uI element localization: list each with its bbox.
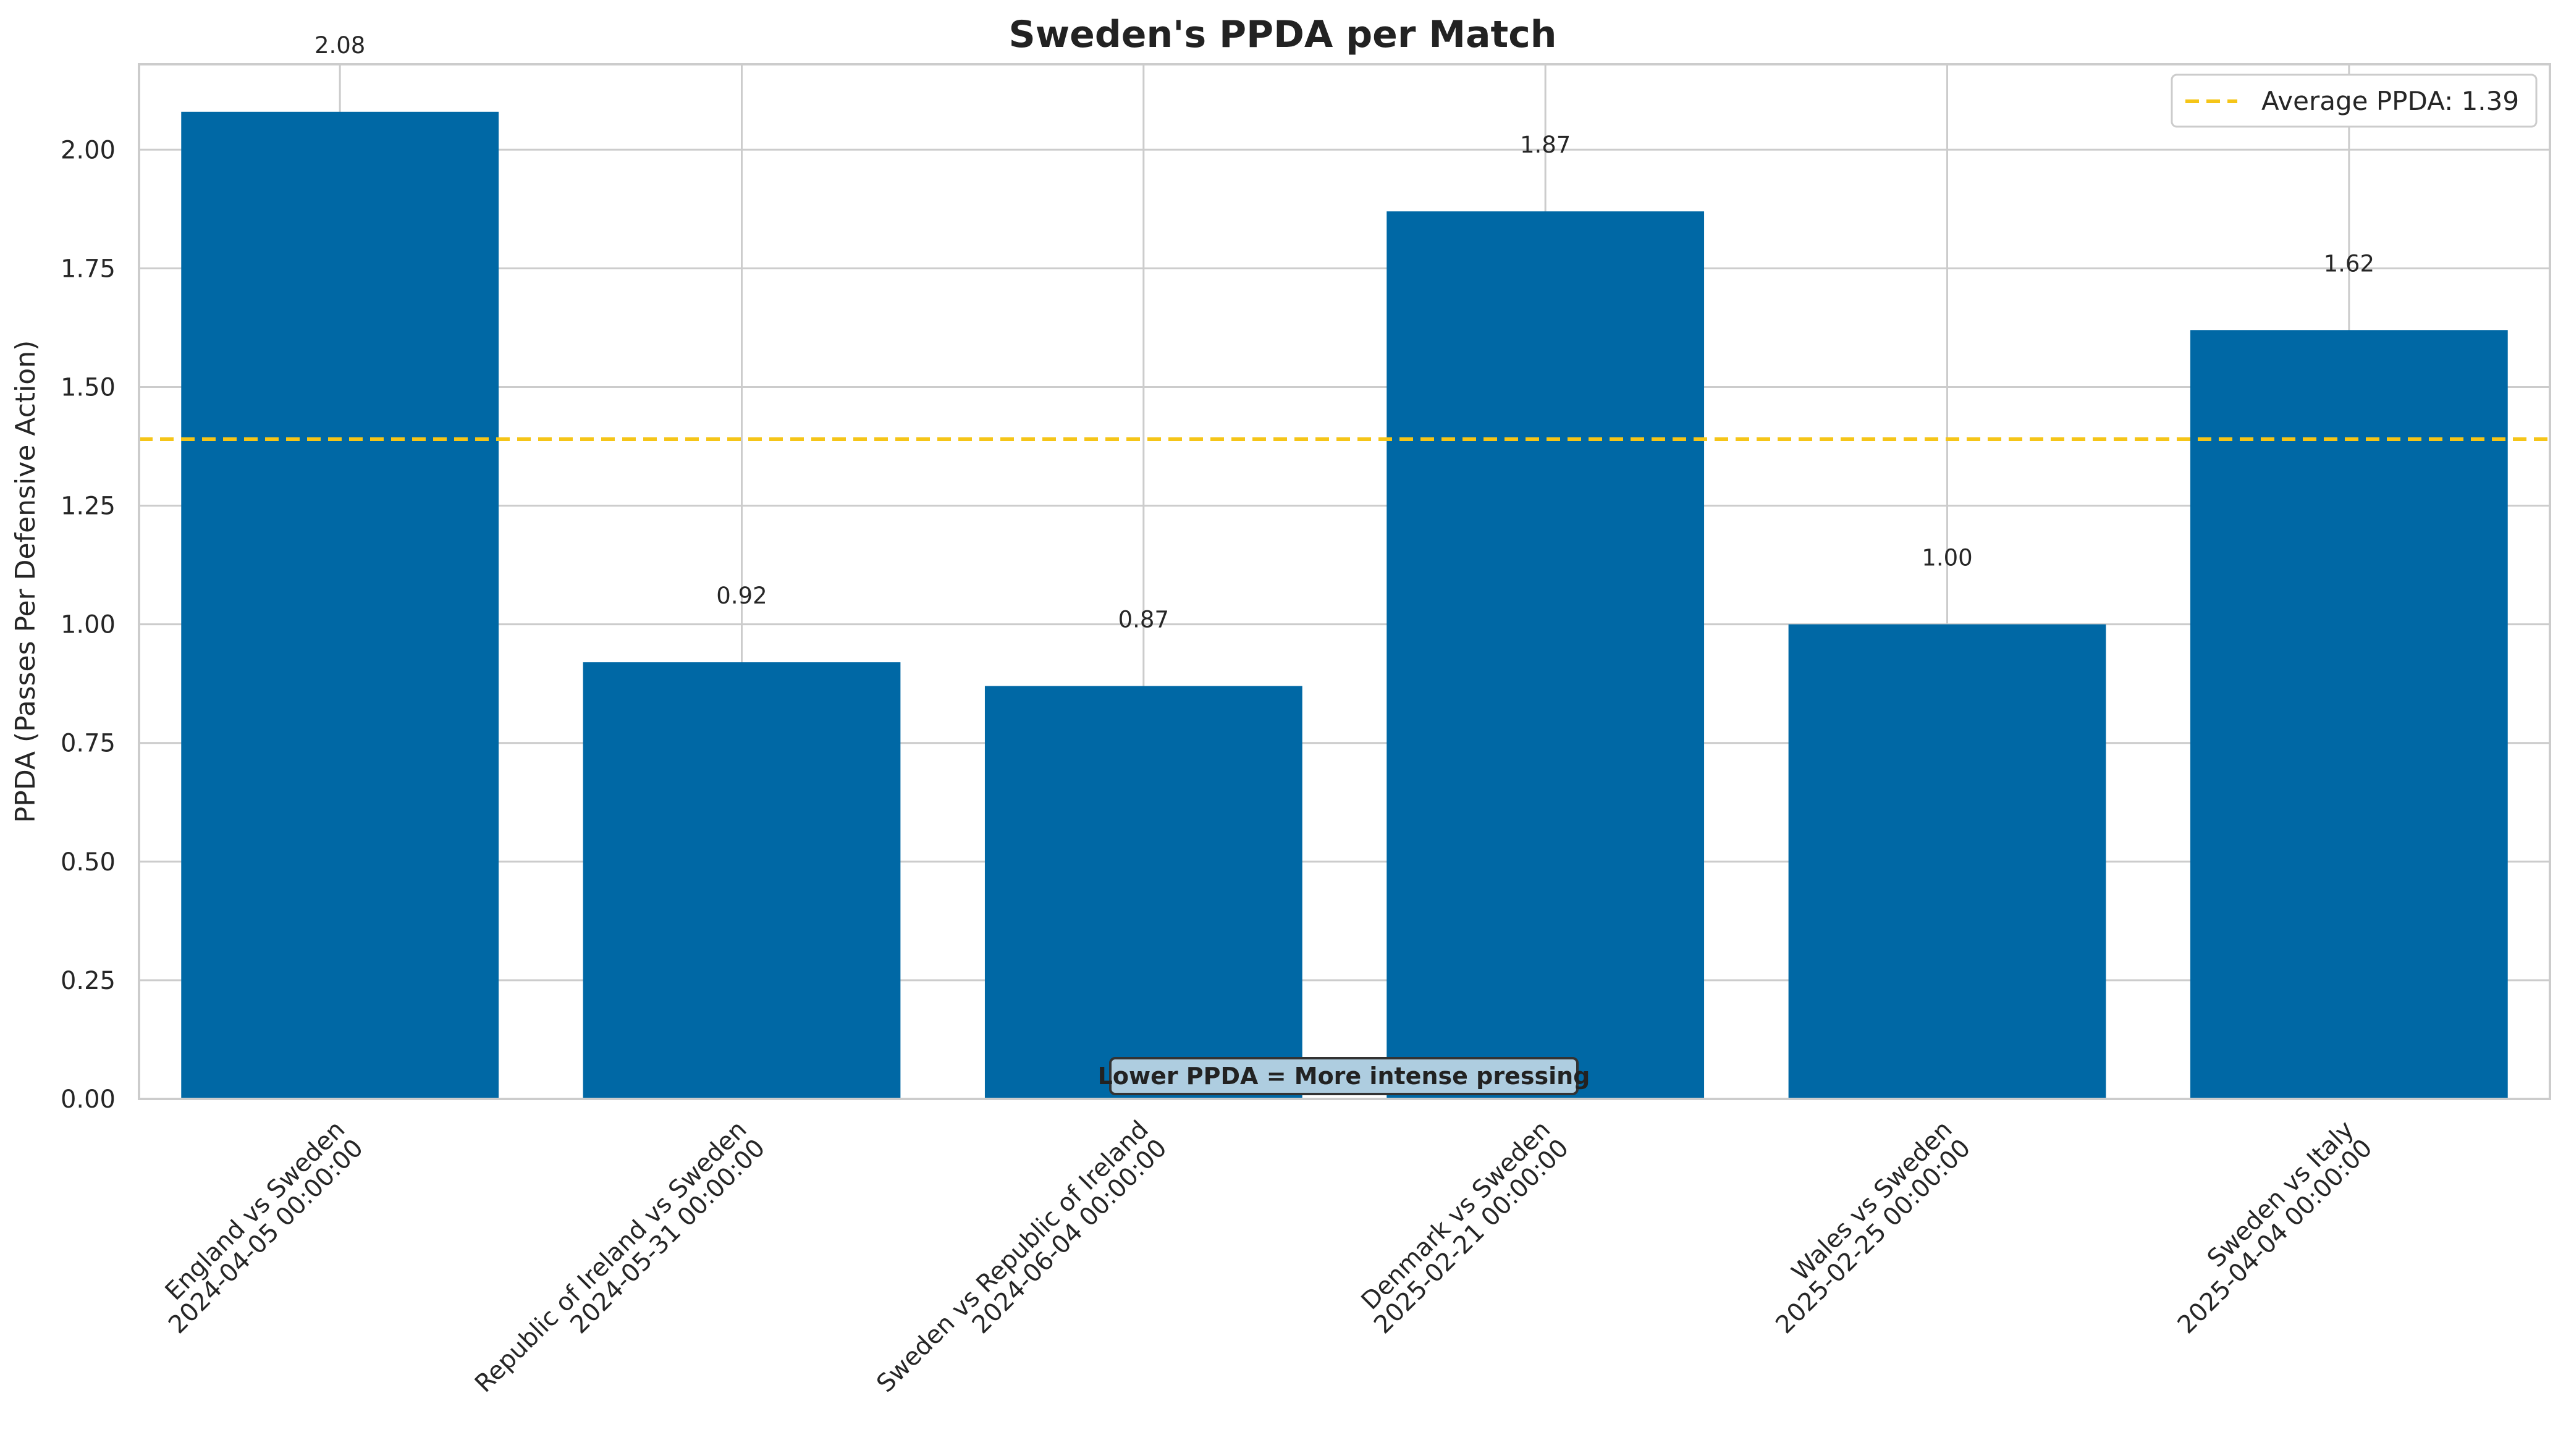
bar xyxy=(1386,211,1705,1099)
x-tick-label-line: Denmark vs Sweden xyxy=(1356,1116,1556,1316)
y-tick-label: 1.00 xyxy=(61,611,116,639)
x-tick-label: Denmark vs Sweden2025-02-21 00:00:00 xyxy=(1350,1116,1574,1340)
legend-box xyxy=(2171,74,2538,128)
y-tick-label: 2.00 xyxy=(61,136,116,164)
y-tick-label: 1.75 xyxy=(61,255,116,283)
data-label: 0.87 xyxy=(1118,607,1169,633)
y-tick-label: 0.75 xyxy=(61,730,116,758)
bar xyxy=(583,662,901,1099)
bar xyxy=(2190,330,2508,1100)
x-tick-label: Republic of Ireland vs Sweden2024-05-31 … xyxy=(470,1116,770,1416)
data-label: 2.08 xyxy=(314,32,365,59)
y-tick-label: 1.50 xyxy=(61,373,116,402)
pressing-annotation: Lower PPDA = More intense pressing xyxy=(1098,1057,1590,1095)
data-labels: 2.08 0.92 0.87 1.87 1.00 1.62 xyxy=(314,32,2374,633)
data-label: 1.62 xyxy=(2324,250,2374,277)
legend-label-average: Average PPDA: 1.39 xyxy=(2261,86,2519,116)
legend: Average PPDA: 1.39 xyxy=(2171,74,2538,128)
x-tick-label-line: 2025-02-21 00:00:00 xyxy=(1369,1134,1574,1339)
x-tick-label-line: 2025-02-25 00:00:00 xyxy=(1770,1134,1976,1339)
bar xyxy=(181,111,499,1100)
y-tick-label: 0.50 xyxy=(61,848,116,877)
x-tick-label-line: Wales vs Sweden xyxy=(1786,1116,1957,1287)
y-tick-label: 0.00 xyxy=(61,1085,116,1114)
plot-frame xyxy=(138,63,2551,1100)
y-axis-label: PPDA (Passes Per Defensive Action) xyxy=(10,340,41,823)
data-label: 1.87 xyxy=(1520,132,1571,158)
x-tick-label-line: 2025-04-04 00:00:00 xyxy=(2172,1134,2378,1339)
y-tick-label: 1.25 xyxy=(61,492,116,521)
x-tick-label: Sweden vs Republic of Ireland2024-06-04 … xyxy=(871,1116,1172,1416)
y-tick-label: 0.25 xyxy=(61,967,116,995)
bar xyxy=(1788,624,2106,1099)
x-tick-label: Sweden vs Italy2025-04-04 00:00:00 xyxy=(2154,1116,2378,1340)
x-tick-label-line: 2024-06-04 00:00:00 xyxy=(967,1134,1173,1339)
x-tick-label-line: Republic of Ireland vs Sweden xyxy=(470,1116,753,1399)
x-tick-label: Wales vs Sweden2025-02-25 00:00:00 xyxy=(1752,1116,1977,1340)
x-tick-label-line: 2024-05-31 00:00:00 xyxy=(565,1134,770,1339)
y-axis-ticks: 0.00 0.25 0.50 0.75 1.00 1.25 1.50 1.75 2.00 xyxy=(61,136,116,1114)
x-tick-label-line: England vs Sweden xyxy=(160,1116,351,1307)
x-axis-ticks: England vs Sweden2024-04-05 00:00:00 Repu… xyxy=(145,1116,2378,1416)
x-tick-label: England vs Sweden2024-04-05 00:00:00 xyxy=(145,1116,369,1340)
bar xyxy=(984,686,1302,1099)
data-label: 1.00 xyxy=(1922,545,1972,571)
annotation-text: Lower PPDA = More intense pressing xyxy=(1098,1063,1590,1090)
annotation-box xyxy=(1109,1057,1579,1095)
x-tick-label-line: Sweden vs Republic of Ireland xyxy=(871,1116,1154,1399)
grid xyxy=(139,64,2550,1100)
x-tick-label-line: 2024-04-05 00:00:00 xyxy=(163,1134,369,1339)
bars xyxy=(181,111,2508,1100)
chart-title: Sweden's PPDA per Match xyxy=(1008,13,1556,56)
data-label: 0.92 xyxy=(716,583,767,609)
